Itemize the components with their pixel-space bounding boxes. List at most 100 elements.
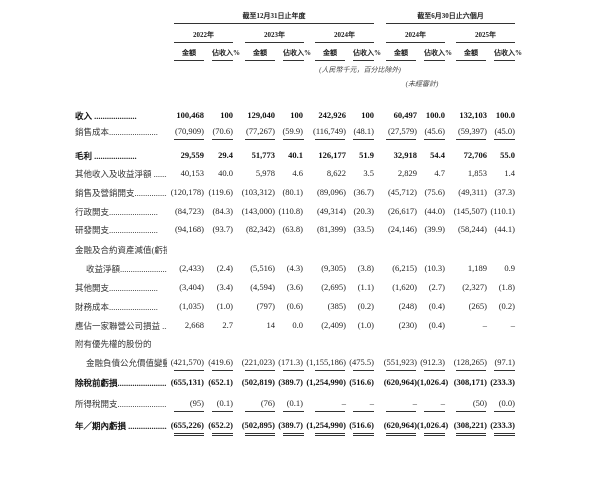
pct-cell: (419.6) [208, 357, 233, 367]
amount-cell: (49,311) [458, 187, 487, 197]
pct-cell: (0.1) [216, 398, 233, 408]
underline [245, 435, 275, 436]
row-label: 其他開支....................... [75, 283, 158, 293]
row-label: 財務成本....................... [75, 302, 158, 312]
pct-cell: 4.7 [434, 168, 445, 178]
amount-cell: (2,327) [462, 282, 487, 292]
amount-cell: (3,404) [179, 282, 204, 292]
amount-cell: 1,189 [467, 263, 487, 273]
row-label: 其他收入及收益淨額 .......... [75, 169, 167, 179]
divider [212, 60, 233, 61]
amount-cell: (120,178) [170, 187, 204, 197]
pct-cell: (37.3) [494, 187, 515, 197]
pct-cell: (10.3) [424, 263, 445, 273]
pct-cell: (110.1) [490, 206, 515, 216]
pct-cell: (1,026.4) [417, 377, 449, 387]
pct-cell: (652.2) [208, 420, 233, 430]
pct-cell: (389.7) [278, 377, 303, 387]
amount-cell: 32,918 [393, 150, 417, 160]
pct-cell: (80.1) [282, 187, 303, 197]
underline [283, 435, 304, 436]
underline [353, 370, 374, 371]
underline [212, 411, 233, 412]
amount-cell: (221,023) [241, 357, 275, 367]
amount-cell: 129,040 [247, 110, 275, 120]
underline [386, 433, 416, 434]
underline [212, 435, 233, 436]
amount-cell: (58,244) [457, 224, 487, 234]
year-header: 2024年 [334, 31, 355, 39]
amount-cell: (2,409) [321, 320, 346, 330]
pct-header: 佔收入% [212, 49, 240, 57]
pct-cell: 100 [220, 110, 233, 120]
amount-cell: (77,267) [245, 126, 275, 136]
row-label: 研發開支....................... [75, 225, 158, 235]
underline [494, 433, 515, 434]
pct-cell: 55.0 [500, 150, 515, 160]
underline [174, 435, 204, 436]
underline [174, 139, 204, 140]
row-label: 所得稅開支....................... [75, 399, 167, 409]
pct-cell: (75.6) [424, 187, 445, 197]
underline [245, 370, 275, 371]
pct-cell: (3.6) [286, 282, 303, 292]
amount-cell: (620,964) [383, 420, 417, 430]
pct-cell: (0.0) [498, 398, 515, 408]
divider [283, 60, 304, 61]
pct-header: 佔收入% [494, 49, 522, 57]
amount-header: 金額 [323, 49, 337, 57]
amount-cell: (1,620) [392, 282, 417, 292]
unit-note: (人民幣千元，百分比除外) [319, 66, 401, 74]
underline [456, 433, 486, 434]
pct-cell: (0.1) [286, 398, 303, 408]
amount-cell: (143,000) [241, 206, 275, 216]
pct-cell: 100.0 [495, 110, 515, 120]
amount-cell: (45,712) [387, 187, 417, 197]
pct-cell: (389.7) [278, 420, 303, 430]
row-label: 金融及合約資產減值(虧損)／ [75, 245, 167, 255]
row-label: 銷售及營銷開支....................... [75, 188, 167, 198]
row-label: 金融負債公允價值變動....... [86, 358, 167, 368]
pct-cell: (1.1) [357, 282, 374, 292]
pct-cell: (93.7) [212, 224, 233, 234]
amount-cell: (1,155,186) [306, 357, 346, 367]
amount-cell: (50) [472, 398, 487, 408]
underline [212, 370, 233, 371]
underline [174, 411, 204, 412]
divider [456, 60, 486, 61]
pct-cell: (39.9) [424, 224, 445, 234]
amount-cell: (89,096) [316, 187, 346, 197]
amount-header: 金額 [182, 49, 196, 57]
pct-cell: (36.7) [353, 187, 374, 197]
pct-cell: (1,026.4) [417, 420, 449, 430]
amount-cell: (620,964) [383, 377, 417, 387]
underline [386, 139, 416, 140]
amount-cell: (95) [189, 398, 204, 408]
pct-cell: (652.1) [208, 377, 233, 387]
pct-cell: 100.0 [425, 110, 445, 120]
pct-cell: 100 [290, 110, 303, 120]
year-header: 2023年 [264, 31, 285, 39]
amount-cell: (76) [260, 398, 275, 408]
amount-cell: (82,342) [245, 224, 275, 234]
amount-cell: (502,819) [241, 377, 275, 387]
pct-cell: (3.4) [216, 282, 233, 292]
amount-cell: (94,168) [174, 224, 204, 234]
unaudited-note: (未經審計) [405, 80, 439, 88]
underline [456, 435, 486, 436]
pct-cell: 29.4 [218, 150, 233, 160]
pct-cell: (63.8) [282, 224, 303, 234]
underline [424, 433, 445, 434]
amount-cell: (116,749) [313, 126, 346, 136]
row-label: 銷售成本....................... [75, 127, 158, 137]
pct-cell: 54.4 [430, 150, 445, 160]
underline [245, 139, 275, 140]
underline [456, 370, 486, 371]
amount-cell: (70,909) [174, 126, 204, 136]
row-label: 收入 .................... [75, 111, 137, 121]
amount-cell: (308,221) [453, 420, 487, 430]
row-label: 毛利 .................... [75, 151, 137, 161]
amount-cell: (248) [398, 301, 417, 311]
amount-cell: 100,468 [176, 110, 204, 120]
underline [353, 411, 374, 412]
